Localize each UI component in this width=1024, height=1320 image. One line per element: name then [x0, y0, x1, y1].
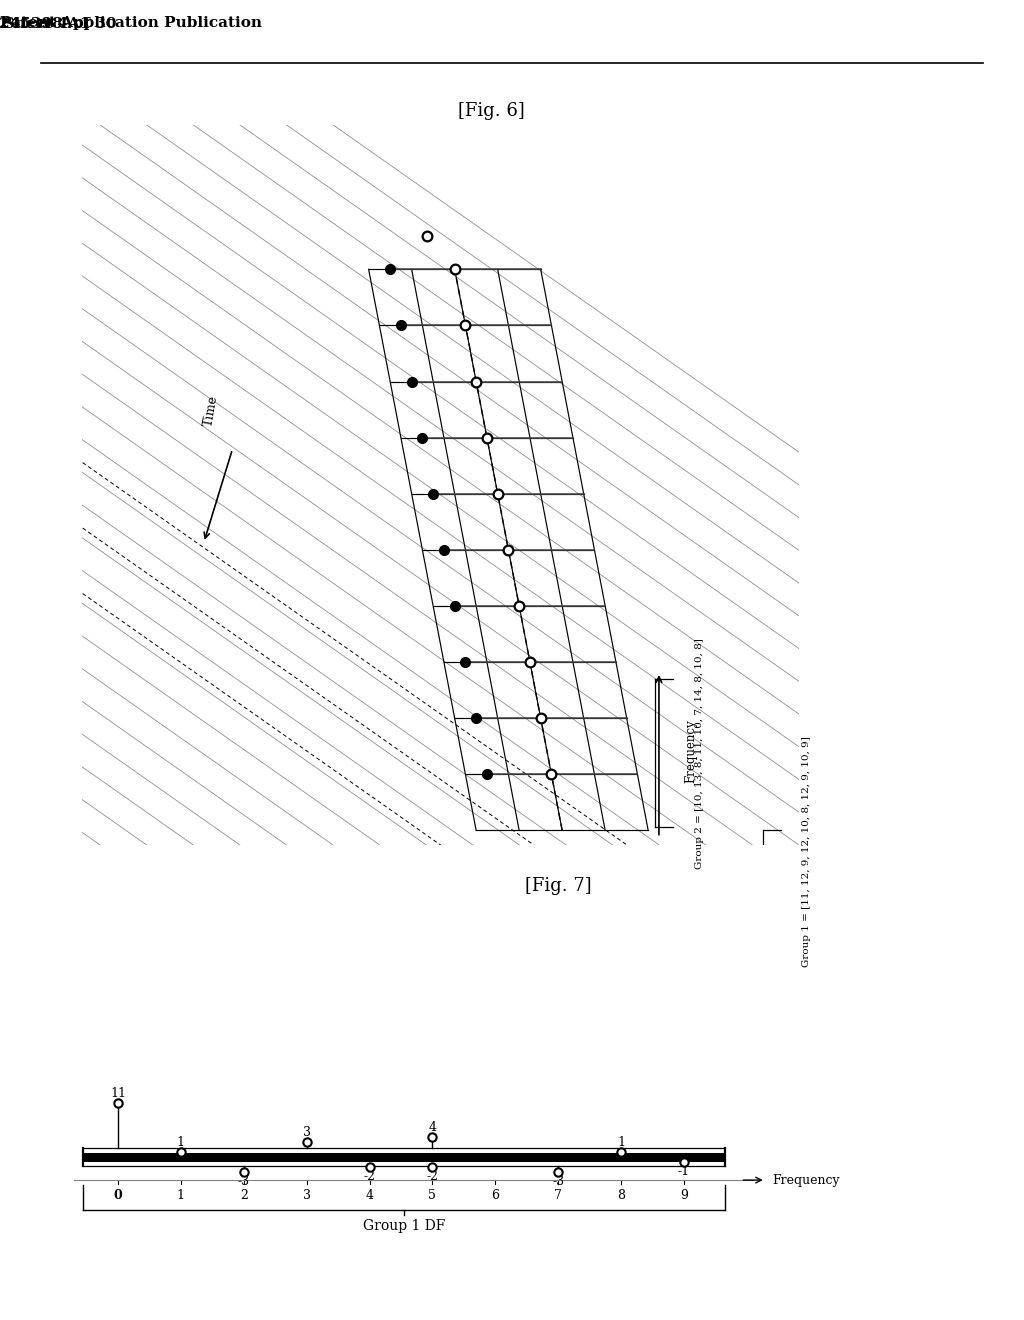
- Text: [Fig. 7]: [Fig. 7]: [524, 876, 592, 895]
- Text: -2: -2: [364, 1170, 376, 1183]
- Text: Frequency: Frequency: [772, 1173, 840, 1187]
- Text: -2: -2: [426, 1170, 438, 1183]
- Text: 3: 3: [303, 1189, 310, 1203]
- Text: 3: 3: [303, 1126, 310, 1139]
- Text: -3: -3: [238, 1175, 250, 1188]
- Text: -1: -1: [678, 1166, 690, 1177]
- Text: 6: 6: [492, 1189, 500, 1203]
- Text: Group 1 DF: Group 1 DF: [362, 1218, 445, 1233]
- Text: 1: 1: [177, 1189, 185, 1203]
- Text: Patent Application Publication: Patent Application Publication: [0, 16, 262, 30]
- Text: 2: 2: [240, 1189, 248, 1203]
- Text: Time: Time: [202, 395, 220, 428]
- Text: 8: 8: [617, 1189, 625, 1203]
- Text: 7: 7: [554, 1189, 562, 1203]
- Text: Oct. 1, 2009   Sheet 4 of 30: Oct. 1, 2009 Sheet 4 of 30: [0, 16, 117, 30]
- Text: 0: 0: [114, 1189, 123, 1203]
- Text: Group 1 = [11, 12, 9, 12, 10, 8, 12, 9, 10, 9]: Group 1 = [11, 12, 9, 12, 10, 8, 12, 9, …: [803, 737, 811, 968]
- Text: 9: 9: [680, 1189, 688, 1203]
- Text: [Fig. 6]: [Fig. 6]: [458, 102, 525, 120]
- Text: 4: 4: [428, 1122, 436, 1134]
- Text: 1: 1: [617, 1137, 625, 1150]
- Text: 1: 1: [177, 1137, 185, 1150]
- Text: 5: 5: [428, 1189, 436, 1203]
- Text: US 2009/0245398 A1: US 2009/0245398 A1: [0, 16, 90, 30]
- Text: Group 2 = [10, 13, 8, 11, 10, 7, 14, 8, 10, 8]: Group 2 = [10, 13, 8, 11, 10, 7, 14, 8, …: [694, 638, 703, 869]
- Text: 11: 11: [110, 1086, 126, 1100]
- Text: -3: -3: [552, 1175, 564, 1188]
- Text: 4: 4: [366, 1189, 374, 1203]
- Text: Frequency: Frequency: [684, 719, 697, 783]
